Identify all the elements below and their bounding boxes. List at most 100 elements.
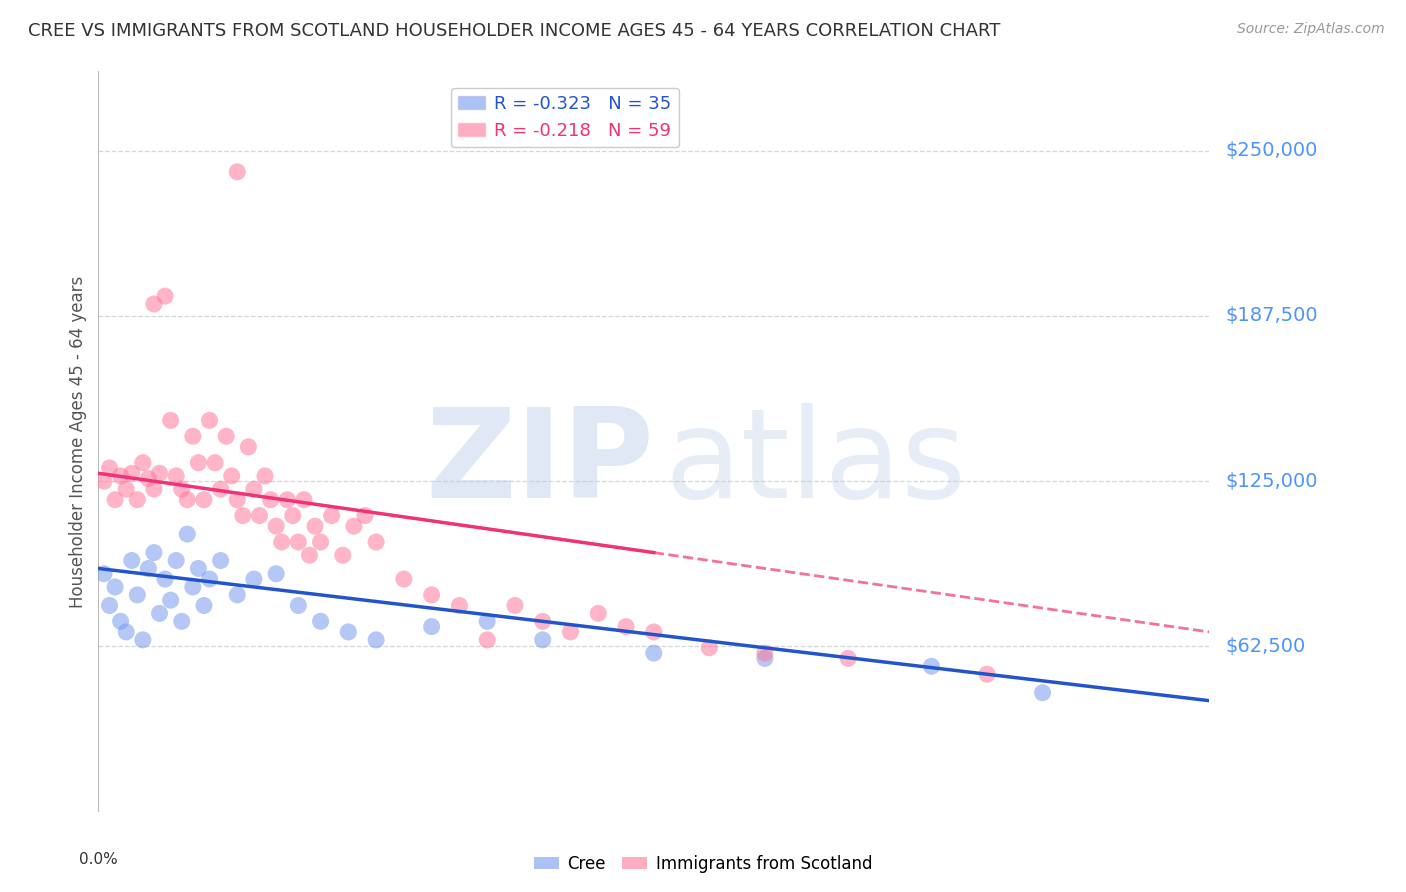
- Point: [837, 651, 859, 665]
- Text: ZIP: ZIP: [425, 403, 654, 524]
- Point: [337, 624, 360, 639]
- Point: [259, 492, 281, 507]
- Point: [232, 508, 254, 523]
- Point: [121, 553, 143, 567]
- Point: [292, 492, 315, 507]
- Point: [332, 548, 354, 562]
- Text: $250,000: $250,000: [1226, 141, 1319, 161]
- Point: [198, 572, 221, 586]
- Point: [321, 508, 343, 523]
- Point: [754, 651, 776, 665]
- Point: [226, 165, 249, 179]
- Point: [165, 553, 187, 567]
- Point: [531, 632, 554, 647]
- Point: [127, 588, 149, 602]
- Text: atlas: atlas: [665, 403, 967, 524]
- Point: [187, 456, 209, 470]
- Point: [475, 632, 499, 647]
- Point: [93, 566, 115, 581]
- Point: [98, 599, 121, 613]
- Point: [560, 624, 582, 639]
- Point: [1032, 686, 1054, 700]
- Point: [181, 580, 204, 594]
- Point: [115, 482, 138, 496]
- Point: [204, 456, 226, 470]
- Point: [181, 429, 204, 443]
- Point: [153, 572, 176, 586]
- Point: [98, 461, 121, 475]
- Point: [420, 588, 443, 602]
- Point: [226, 588, 249, 602]
- Point: [115, 624, 138, 639]
- Point: [165, 469, 187, 483]
- Text: 0.0%: 0.0%: [79, 853, 118, 867]
- Point: [132, 632, 155, 647]
- Point: [264, 566, 287, 581]
- Point: [264, 519, 287, 533]
- Point: [366, 632, 388, 647]
- Point: [143, 297, 166, 311]
- Text: $62,500: $62,500: [1226, 637, 1306, 656]
- Point: [309, 535, 332, 549]
- Point: [270, 535, 292, 549]
- Point: [159, 413, 181, 427]
- Point: [643, 624, 665, 639]
- Point: [138, 561, 160, 575]
- Point: [215, 429, 238, 443]
- Point: [143, 546, 166, 560]
- Point: [281, 508, 304, 523]
- Point: [176, 492, 198, 507]
- Point: [132, 456, 155, 470]
- Point: [110, 615, 132, 629]
- Point: [193, 492, 215, 507]
- Point: [304, 519, 326, 533]
- Point: [343, 519, 366, 533]
- Point: [354, 508, 377, 523]
- Point: [193, 599, 215, 613]
- Point: [976, 667, 998, 681]
- Point: [249, 508, 271, 523]
- Point: [920, 659, 942, 673]
- Point: [226, 492, 249, 507]
- Point: [276, 492, 298, 507]
- Point: [209, 482, 232, 496]
- Point: [127, 492, 149, 507]
- Legend: Cree, Immigrants from Scotland: Cree, Immigrants from Scotland: [527, 848, 879, 880]
- Point: [699, 640, 721, 655]
- Point: [243, 482, 266, 496]
- Point: [138, 472, 160, 486]
- Point: [420, 619, 443, 633]
- Point: [287, 535, 309, 549]
- Point: [148, 607, 170, 621]
- Point: [588, 607, 610, 621]
- Point: [287, 599, 309, 613]
- Point: [148, 467, 170, 481]
- Point: [298, 548, 321, 562]
- Point: [93, 474, 115, 488]
- Point: [754, 646, 776, 660]
- Point: [143, 482, 166, 496]
- Text: $187,500: $187,500: [1226, 307, 1319, 326]
- Legend: R = -0.323   N = 35, R = -0.218   N = 59: R = -0.323 N = 35, R = -0.218 N = 59: [451, 87, 679, 147]
- Point: [121, 467, 143, 481]
- Text: CREE VS IMMIGRANTS FROM SCOTLAND HOUSEHOLDER INCOME AGES 45 - 64 YEARS CORRELATI: CREE VS IMMIGRANTS FROM SCOTLAND HOUSEHO…: [28, 22, 1001, 40]
- Point: [176, 527, 198, 541]
- Point: [449, 599, 471, 613]
- Point: [209, 553, 232, 567]
- Point: [110, 469, 132, 483]
- Point: [104, 492, 127, 507]
- Point: [366, 535, 388, 549]
- Point: [243, 572, 266, 586]
- Point: [153, 289, 176, 303]
- Point: [309, 615, 332, 629]
- Text: $125,000: $125,000: [1226, 472, 1319, 491]
- Point: [614, 619, 637, 633]
- Point: [104, 580, 127, 594]
- Point: [170, 482, 193, 496]
- Point: [159, 593, 181, 607]
- Y-axis label: Householder Income Ages 45 - 64 years: Householder Income Ages 45 - 64 years: [69, 276, 87, 607]
- Point: [198, 413, 221, 427]
- Point: [253, 469, 276, 483]
- Point: [187, 561, 209, 575]
- Point: [238, 440, 260, 454]
